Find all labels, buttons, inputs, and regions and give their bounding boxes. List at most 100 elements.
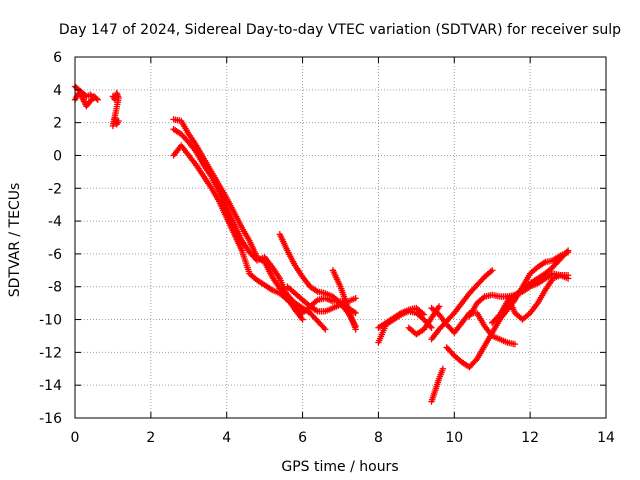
x-tick-label: 6 — [298, 430, 307, 446]
data-point-trail — [324, 290, 335, 299]
data-point-trail — [277, 277, 290, 298]
data-point-trail — [444, 311, 457, 324]
data-point-trail — [490, 312, 502, 325]
data-point-trail — [528, 301, 540, 315]
y-tick-label: -10 — [39, 313, 62, 329]
data-point-trail — [110, 116, 118, 128]
data-point-trail — [506, 339, 517, 347]
data-point-trail — [194, 150, 207, 167]
data-point-trail — [239, 239, 252, 254]
data-point-trail — [239, 249, 252, 275]
data-point-trail — [186, 140, 199, 154]
data-point-trail — [316, 308, 327, 315]
data-point-trail — [72, 91, 82, 102]
data-point-trail — [558, 248, 571, 261]
y-tick-label: -16 — [39, 411, 62, 427]
x-tick-label: 0 — [71, 430, 80, 446]
data-point-trail — [346, 295, 357, 304]
data-point-trail — [209, 186, 222, 203]
data-point — [94, 96, 101, 103]
data-point-trail — [88, 94, 96, 103]
data-point-trail — [391, 310, 403, 321]
data-point — [511, 340, 519, 348]
data-point-trail — [324, 295, 335, 304]
data-point-trail — [179, 132, 191, 145]
x-tick-label: 10 — [445, 430, 463, 446]
data-point-trail — [474, 311, 487, 328]
data-point-trail — [262, 255, 275, 269]
data-point — [115, 117, 122, 125]
data-point-trail — [520, 311, 532, 322]
data-point-trail — [217, 183, 229, 200]
data-point-trail — [497, 300, 510, 316]
data-point-trail — [316, 295, 327, 303]
data-point-trail — [497, 308, 510, 322]
data-point-trail — [209, 170, 222, 187]
x-tick-label: 2 — [146, 430, 155, 446]
y-tick-label: 6 — [53, 50, 62, 66]
data-point-trail — [467, 301, 480, 318]
data-point-trail — [80, 90, 89, 99]
x-tick-label: 12 — [521, 430, 539, 446]
data-point-trail — [308, 311, 320, 324]
data-point-trail — [536, 276, 547, 286]
data-point-trail — [475, 275, 487, 287]
series-arc-rise-1 — [428, 267, 496, 343]
data-point-trail — [76, 91, 85, 100]
data-point-trail — [444, 345, 457, 358]
data-point-trail — [293, 300, 305, 311]
data-point-trail — [300, 275, 313, 289]
data-point-trail — [429, 306, 441, 317]
data-point-trail — [414, 311, 426, 322]
series-arc-mid-3 — [284, 283, 359, 317]
y-axis-title: SDTVAR / TECUs — [7, 183, 23, 298]
series-arc-rise-6 — [504, 272, 572, 323]
data-point — [352, 295, 359, 302]
data-point-trail — [559, 272, 570, 279]
data-point-trail — [277, 232, 290, 253]
chart-title: Day 147 of 2024, Sidereal Day-to-day VTE… — [59, 22, 621, 38]
data-point-trail — [528, 265, 540, 276]
data-point-trail — [414, 306, 426, 317]
data-point-trail — [171, 148, 180, 158]
data-point-trail — [490, 333, 502, 342]
x-tick-label: 8 — [374, 430, 383, 446]
data-point-trail — [201, 175, 214, 190]
data-point-trail — [201, 157, 214, 174]
y-tick-label: -12 — [39, 345, 62, 361]
y-tick-label: -2 — [48, 181, 62, 197]
data-point-trail — [543, 265, 555, 276]
data-point-trail — [255, 254, 266, 263]
data-point-trail — [247, 271, 259, 283]
data-point-trail — [186, 153, 199, 167]
x-tick-label: 4 — [222, 430, 231, 446]
data-point-trail — [535, 288, 548, 305]
data-point-trail — [308, 304, 320, 314]
data-point-trail — [498, 293, 509, 300]
y-tick-label: -4 — [48, 214, 62, 230]
data-point-trail — [278, 291, 290, 302]
data-point-trail — [550, 256, 563, 269]
series-arc-drop-3 — [170, 142, 359, 317]
data-point — [352, 326, 359, 333]
data-point-trail — [231, 222, 245, 243]
data-point-trail — [315, 319, 328, 332]
data-point — [439, 365, 447, 372]
data-point-trail — [490, 318, 502, 334]
data-point-trail — [376, 320, 388, 330]
grid — [75, 57, 606, 418]
data-point — [564, 247, 572, 254]
data-point-trail — [384, 315, 396, 326]
data-point-trail — [209, 175, 222, 193]
data-point-trail — [231, 232, 245, 253]
data-point-trail — [474, 344, 487, 361]
data-point-trail — [407, 305, 418, 313]
data-point-trail — [316, 288, 327, 297]
data-point-trail — [543, 271, 555, 281]
plot-frame — [74, 56, 607, 419]
data-point-trail — [224, 206, 237, 226]
data-point — [428, 324, 435, 331]
data-point-trail — [84, 99, 93, 108]
data-point-trail — [459, 291, 472, 305]
